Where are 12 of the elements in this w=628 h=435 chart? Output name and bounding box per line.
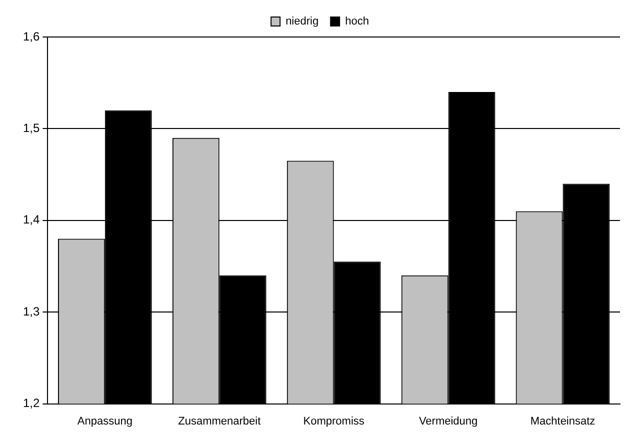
- legend-label: niedrig: [286, 16, 319, 28]
- x-tick-label: Zusammenarbeit: [178, 415, 261, 428]
- x-tick-label: Vermeidung: [418, 415, 478, 428]
- y-tick-label: 1,4: [22, 212, 40, 227]
- x-tick-label: Kompromiss: [303, 415, 365, 428]
- y-tick-label: 1,2: [22, 396, 40, 410]
- y-tick-label: 1,6: [22, 29, 40, 44]
- x-tick-label: Machteinsatz: [530, 415, 596, 428]
- x-tick-label: Anpassung: [77, 415, 132, 428]
- y-tick-label: 1,5: [22, 121, 40, 136]
- legend-label: hoch: [345, 16, 369, 28]
- y-tick-label: 1,3: [22, 304, 40, 318]
